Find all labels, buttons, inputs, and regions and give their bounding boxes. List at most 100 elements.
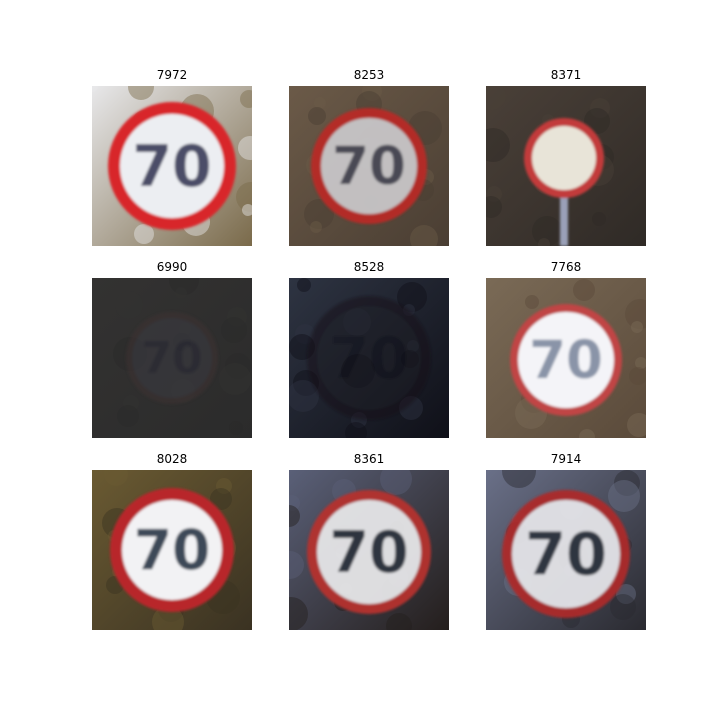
texture-blob xyxy=(169,278,199,295)
sign-face xyxy=(321,118,417,214)
sign-thumbnail: 70 xyxy=(486,278,646,438)
sign-thumbnail: 70 xyxy=(289,86,449,246)
sign-image xyxy=(486,86,646,246)
sign-number: 70 xyxy=(525,520,607,589)
texture-blob xyxy=(362,86,382,101)
sign-thumbnail: 70 xyxy=(289,278,449,438)
tile-title: 7768 xyxy=(550,260,582,274)
texture-blob xyxy=(397,282,427,312)
sign-thumbnail xyxy=(486,86,646,246)
sign-face xyxy=(518,312,614,408)
texture-blob xyxy=(486,128,510,162)
texture-blob xyxy=(152,606,184,630)
sign-number: 70 xyxy=(134,518,211,582)
sign-face xyxy=(532,126,596,190)
sign-face xyxy=(132,318,212,398)
sign-number: 70 xyxy=(329,326,408,392)
sign-thumbnail: 70 xyxy=(92,470,252,630)
sign-face xyxy=(317,500,421,604)
sign-thumbnail: 70 xyxy=(289,470,449,630)
sign-number: 70 xyxy=(132,134,211,200)
texture-blob xyxy=(242,204,252,216)
texture-blob xyxy=(538,238,550,246)
texture-blob xyxy=(123,395,139,411)
texture-blob xyxy=(115,291,143,319)
texture-blob xyxy=(227,307,247,327)
texture-blob xyxy=(134,224,154,244)
sign-image: 70 xyxy=(486,470,646,630)
texture-blob xyxy=(304,199,334,229)
texture-blob xyxy=(573,279,595,301)
texture-blob xyxy=(386,613,412,630)
texture-blob xyxy=(532,216,562,246)
texture-blob xyxy=(229,421,243,435)
sign-number: 70 xyxy=(141,333,202,384)
texture-blob xyxy=(410,225,438,246)
texture-blob xyxy=(486,186,502,202)
texture-blob xyxy=(219,363,251,395)
texture-blob xyxy=(225,353,251,379)
sign-image: 70 xyxy=(92,278,252,438)
texture-blob xyxy=(592,212,606,226)
texture-blob xyxy=(627,413,646,437)
texture-blob xyxy=(238,136,252,160)
texture-blob xyxy=(629,367,646,385)
texture-blob xyxy=(625,299,646,329)
texture-blob xyxy=(608,480,640,512)
texture-blob xyxy=(117,405,139,427)
texture-blob xyxy=(236,182,252,212)
sign-thumbnail: 70 xyxy=(486,470,646,630)
texture-blob xyxy=(104,470,128,486)
tile-title: 8028 xyxy=(156,452,188,466)
texture-blob xyxy=(216,478,232,494)
tile-title: 7914 xyxy=(550,452,582,466)
sign-image: 70 xyxy=(289,86,449,246)
sign-thumbnail: 70 xyxy=(92,278,252,438)
texture-blob xyxy=(289,380,319,412)
texture-blob xyxy=(579,429,595,438)
texture-blob xyxy=(590,98,610,118)
texture-blob xyxy=(289,551,304,579)
sign-image: 70 xyxy=(486,278,646,438)
texture-blob xyxy=(631,321,643,333)
texture-blob xyxy=(610,594,636,620)
texture-blob xyxy=(210,488,232,510)
sign-number: 70 xyxy=(329,520,408,586)
texture-blob xyxy=(486,86,506,110)
texture-blob xyxy=(128,86,154,100)
texture-blob xyxy=(380,470,412,495)
texture-blob xyxy=(486,196,502,218)
texture-blob xyxy=(584,108,610,134)
texture-blob xyxy=(616,584,636,604)
texture-blob xyxy=(289,597,308,630)
sign-image: 70 xyxy=(92,470,252,630)
sign-face xyxy=(512,500,620,608)
texture-blob xyxy=(297,278,311,292)
sign-face xyxy=(317,306,421,410)
sign-image: 70 xyxy=(289,470,449,630)
sign-face xyxy=(122,500,222,600)
texture-blob xyxy=(289,505,300,527)
texture-blob xyxy=(92,86,98,92)
texture-blob xyxy=(240,90,252,108)
tile-title: 8371 xyxy=(550,68,582,82)
tile-title: 8528 xyxy=(353,260,385,274)
texture-blob xyxy=(314,97,326,109)
texture-blob xyxy=(308,107,326,125)
texture-blob xyxy=(221,317,247,343)
sign-thumbnail: 70 xyxy=(92,86,252,246)
sign-image: 70 xyxy=(92,86,252,246)
sign-number: 70 xyxy=(332,136,406,197)
tile-title: 6990 xyxy=(156,260,188,274)
sign-image: 70 xyxy=(289,278,449,438)
texture-blob xyxy=(175,287,187,299)
texture-blob xyxy=(310,221,322,233)
texture-blob xyxy=(635,357,646,369)
sign-number: 70 xyxy=(529,330,603,391)
tile-title: 8253 xyxy=(353,68,385,82)
texture-blob xyxy=(614,470,640,496)
texture-blob xyxy=(289,495,300,511)
tile-title: 7972 xyxy=(156,68,188,82)
tile-title: 8361 xyxy=(353,452,385,466)
texture-blob xyxy=(502,470,536,488)
